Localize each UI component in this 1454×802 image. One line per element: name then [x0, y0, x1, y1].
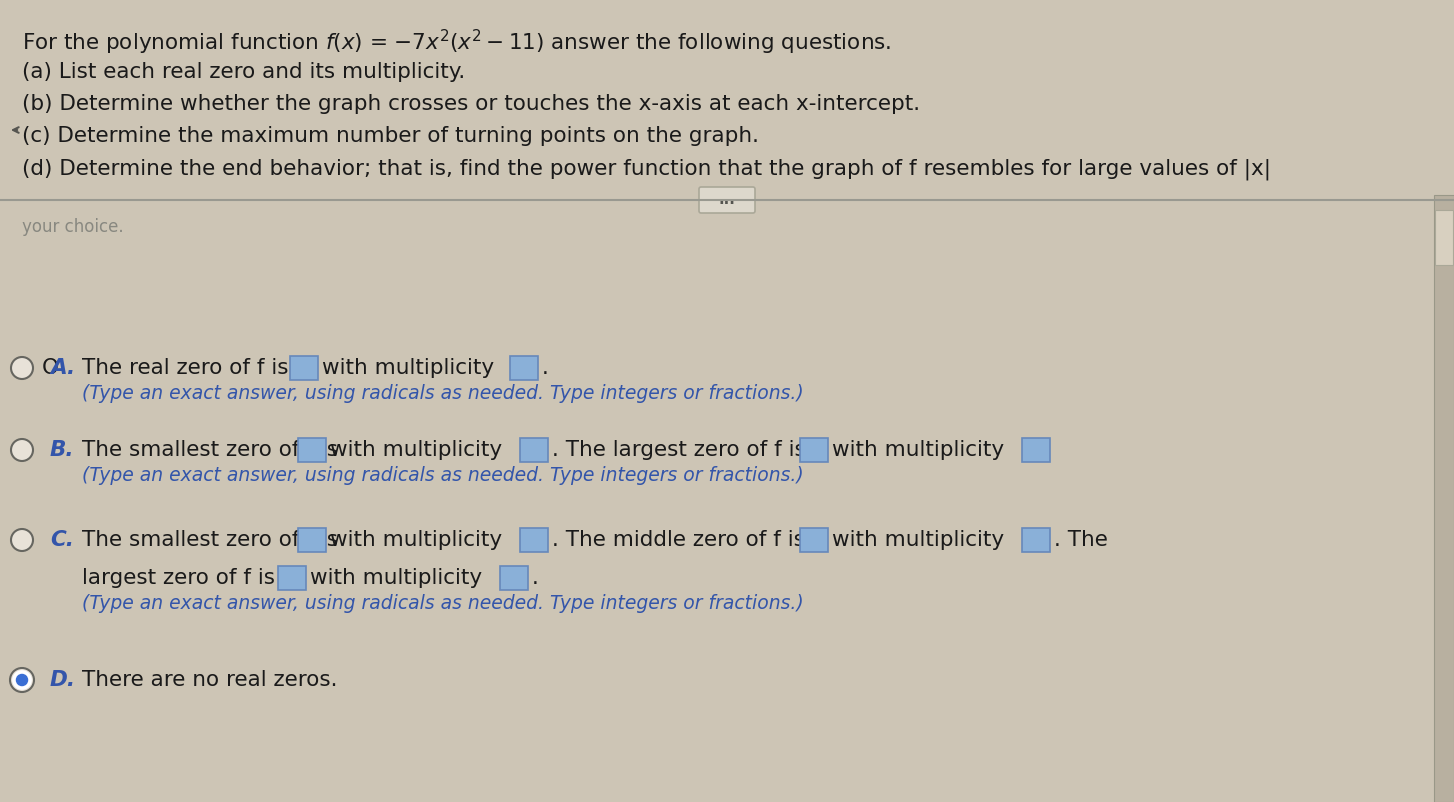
FancyBboxPatch shape	[699, 187, 755, 213]
Text: A.: A.	[49, 358, 76, 378]
Circle shape	[12, 529, 33, 551]
Bar	[289, 356, 318, 380]
Bar	[800, 438, 827, 462]
Text: (d) Determine the end behavior; that is, find the power function that the graph : (d) Determine the end behavior; that is,…	[22, 158, 1271, 180]
Text: .: .	[532, 568, 539, 588]
Text: D.: D.	[49, 670, 76, 690]
Bar	[521, 438, 548, 462]
Text: (c) Determine the maximum number of turning points on the graph.: (c) Determine the maximum number of turn…	[22, 126, 759, 146]
Bar	[500, 566, 528, 590]
Text: ...: ...	[718, 192, 736, 208]
Text: C.: C.	[49, 530, 74, 550]
Text: (Type an exact answer, using radicals as needed. Type integers or fractions.): (Type an exact answer, using radicals as…	[81, 466, 804, 485]
Text: with multiplicity: with multiplicity	[832, 440, 1005, 460]
Text: (Type an exact answer, using radicals as needed. Type integers or fractions.): (Type an exact answer, using radicals as…	[81, 384, 804, 403]
Circle shape	[12, 670, 32, 690]
Text: largest zero of f is: largest zero of f is	[81, 568, 275, 588]
Bar	[510, 356, 538, 380]
Circle shape	[12, 357, 33, 379]
Bar	[298, 438, 326, 462]
Text: The real zero of f is: The real zero of f is	[81, 358, 288, 378]
Text: (Type an exact answer, using radicals as needed. Type integers or fractions.): (Type an exact answer, using radicals as…	[81, 594, 804, 613]
Text: with multiplicity: with multiplicity	[330, 530, 502, 550]
Bar	[1022, 438, 1050, 462]
Text: For the polynomial function $\mathit{f}$($\mathit{x}$) = $-7x^2\left(x^2-11\righ: For the polynomial function $\mathit{f}$…	[22, 28, 891, 57]
Text: . The: . The	[1054, 530, 1108, 550]
Text: (b) Determine whether the graph crosses or touches the x-axis at each x-intercep: (b) Determine whether the graph crosses …	[22, 94, 920, 114]
Text: . The largest zero of f is: . The largest zero of f is	[553, 440, 806, 460]
Circle shape	[12, 439, 33, 461]
Text: There are no real zeros.: There are no real zeros.	[81, 670, 337, 690]
Text: with multiplicity: with multiplicity	[321, 358, 494, 378]
Text: with multiplicity: with multiplicity	[330, 440, 502, 460]
Bar	[298, 528, 326, 552]
Text: with multiplicity: with multiplicity	[832, 530, 1005, 550]
Bar	[1434, 195, 1454, 802]
Circle shape	[16, 674, 28, 687]
Bar	[1435, 210, 1453, 265]
Text: (a) List each real zero and its multiplicity.: (a) List each real zero and its multipli…	[22, 62, 465, 82]
Text: B.: B.	[49, 440, 74, 460]
Text: with multiplicity: with multiplicity	[310, 568, 483, 588]
Bar	[1022, 528, 1050, 552]
Bar	[278, 566, 305, 590]
Bar	[800, 528, 827, 552]
Text: your choice.: your choice.	[22, 218, 124, 236]
Text: O: O	[42, 358, 60, 378]
Text: The smallest zero of f is: The smallest zero of f is	[81, 530, 337, 550]
Circle shape	[10, 668, 33, 692]
Text: . The middle zero of f is: . The middle zero of f is	[553, 530, 806, 550]
Text: .: .	[542, 358, 548, 378]
Bar	[521, 528, 548, 552]
Text: The smallest zero of f is: The smallest zero of f is	[81, 440, 337, 460]
